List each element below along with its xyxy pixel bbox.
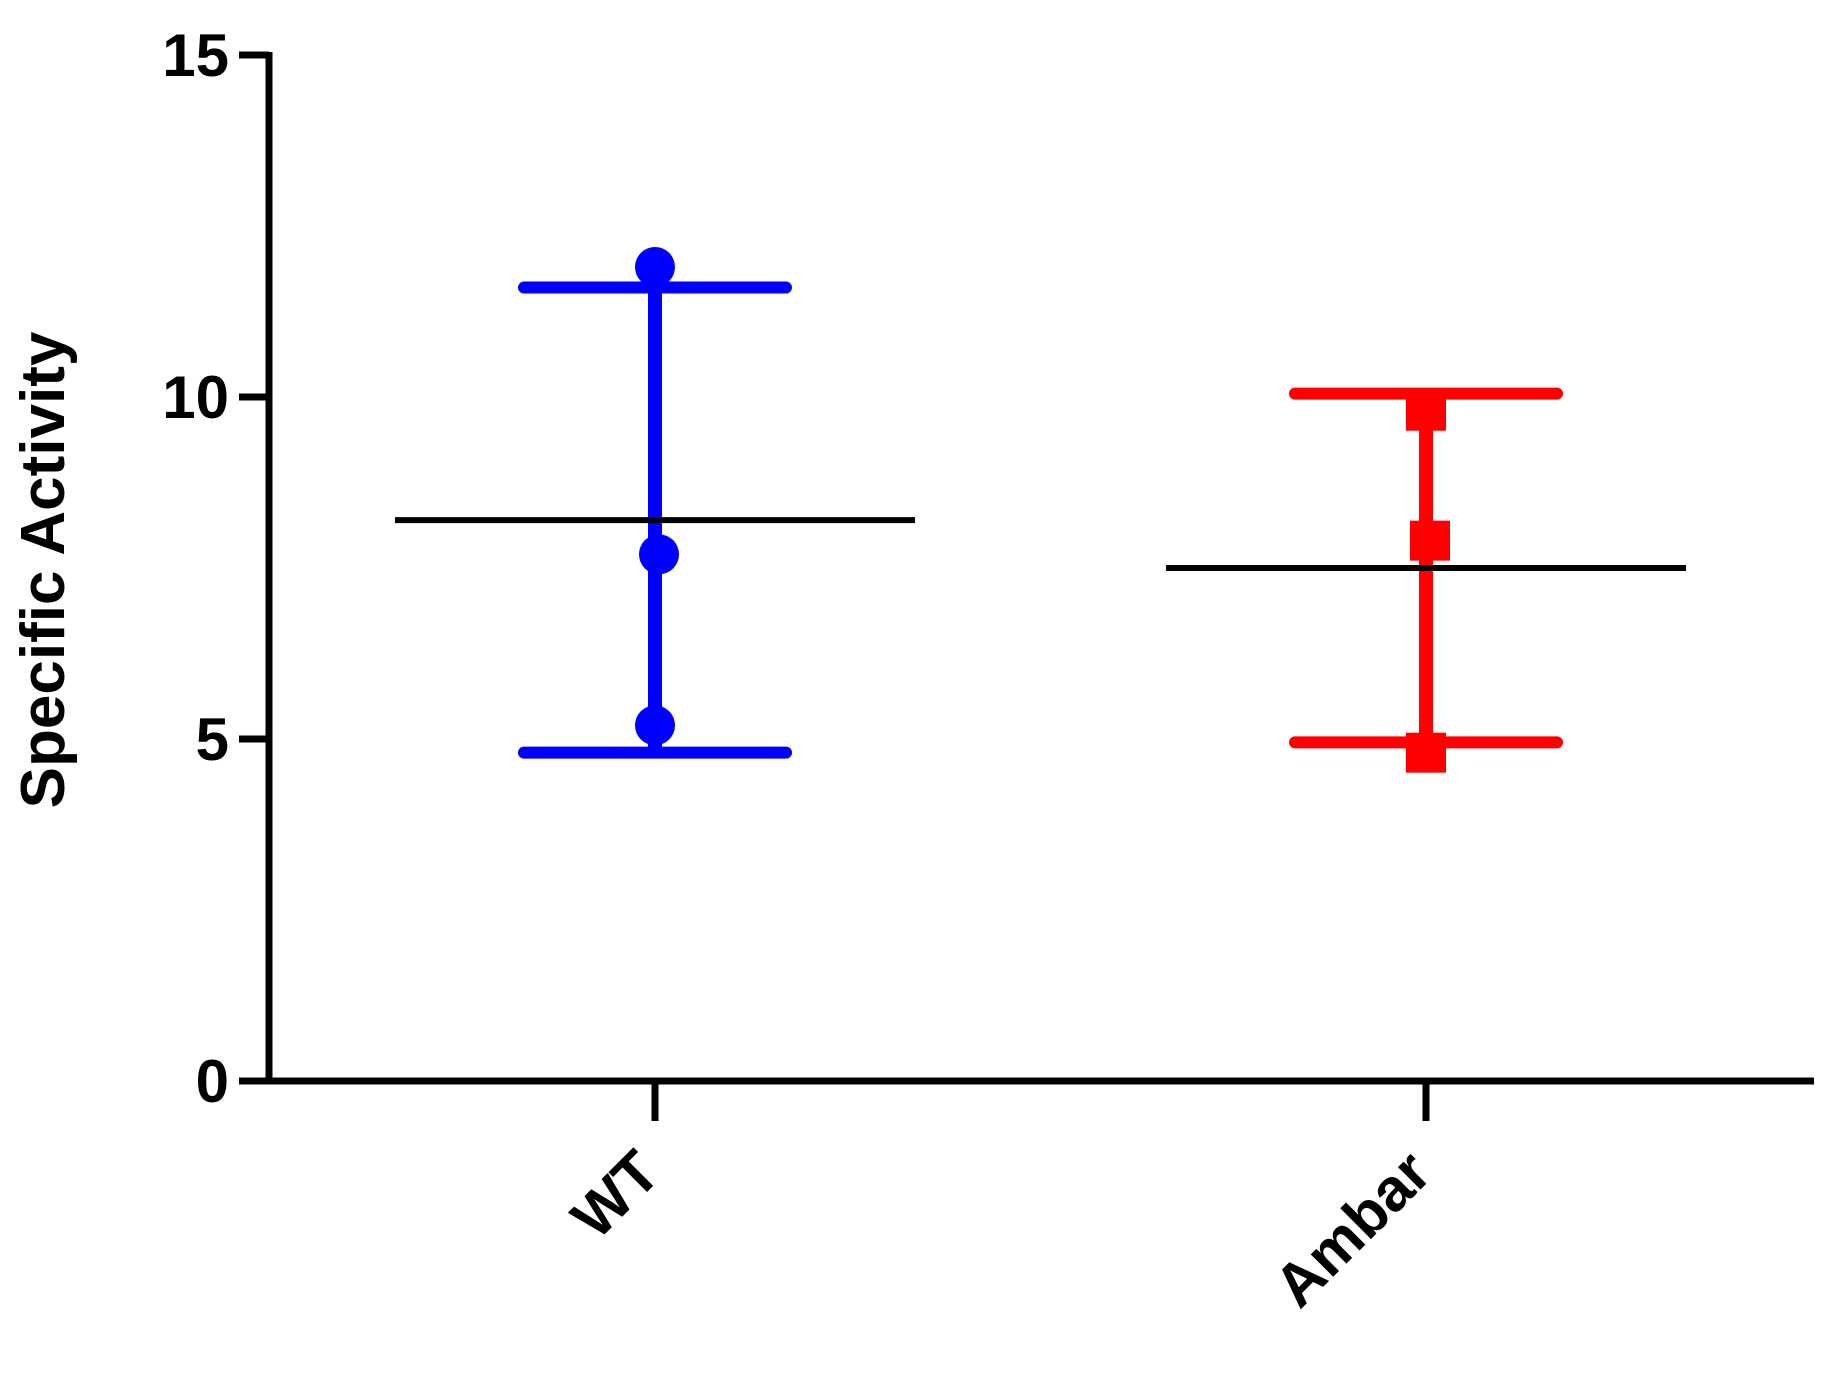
x-tick-label: WT: [559, 1138, 672, 1251]
y-axis-label: Specific Activity: [9, 331, 78, 808]
y-tick-label: 15: [162, 22, 229, 89]
point: [639, 534, 679, 575]
point: [1406, 390, 1446, 431]
x-tick-label: Ambar: [1261, 1138, 1443, 1320]
y-tick-label: 10: [162, 364, 229, 431]
point: [1410, 520, 1450, 561]
point: [635, 705, 675, 746]
point: [1406, 732, 1446, 773]
y-tick-label: 0: [196, 1048, 229, 1115]
y-tick-label: 5: [196, 706, 229, 773]
point: [635, 247, 675, 288]
